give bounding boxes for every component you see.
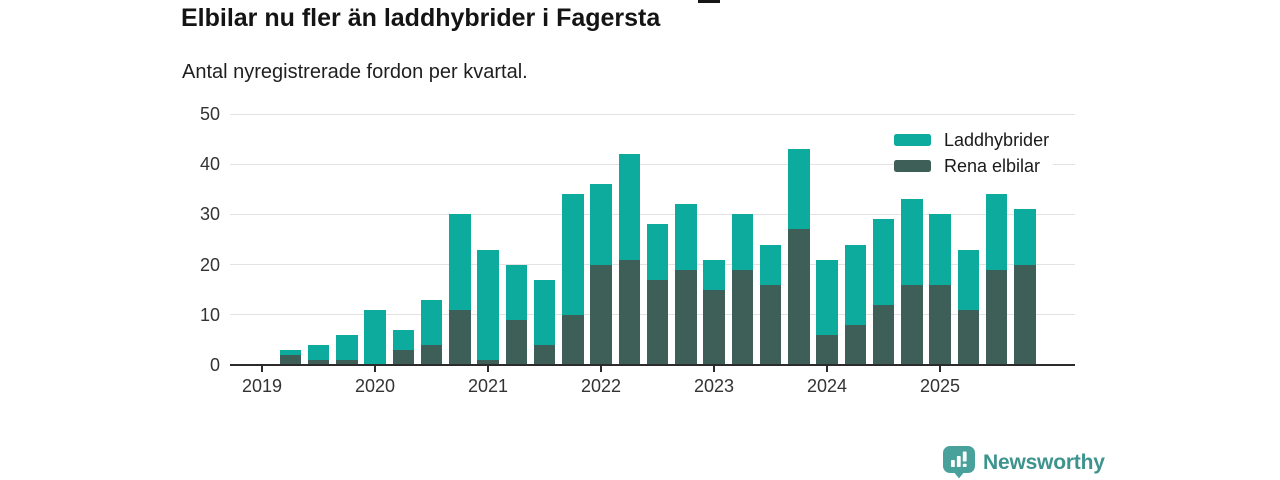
gridline [230,113,1075,115]
bar-segment-rena-elbilar [901,284,923,365]
x-tick-label: 2019 [241,376,283,396]
bar-segment-rena-elbilar [505,319,527,365]
bar-segment-laddhybrider [703,259,725,290]
bar-segment-laddhybrider [646,224,669,280]
x-axis-tick [826,366,828,372]
newsworthy-logo[interactable]: Newsworthy [943,446,1105,479]
bar-segment-rena-elbilar [533,344,556,365]
bar-segment-laddhybrider [929,214,951,285]
bar-segment-rena-elbilar [731,269,753,365]
bar-segment-rena-elbilar [844,324,866,365]
x-tick-label: 2022 [580,376,622,396]
legend-item-rena-elbilar: Rena elbilar [894,153,1054,179]
bar-segment-rena-elbilar [929,284,951,365]
cropped-edge-artifact [698,0,720,3]
bar-segment-laddhybrider [788,149,810,230]
bar-segment-rena-elbilar [562,314,584,365]
bar-segment-rena-elbilar [420,344,443,365]
x-tick-label: 2020 [354,376,396,396]
legend-item-laddhybrider: Laddhybrider [894,127,1054,153]
bar-segment-laddhybrider [590,184,612,265]
bar-segment-laddhybrider [844,244,866,325]
bar-segment-rena-elbilar [449,309,471,365]
bar-segment-rena-elbilar [788,229,810,365]
bar-segment-laddhybrider [505,264,527,320]
bar-segment-laddhybrider [364,309,386,365]
bar-segment-laddhybrider [901,199,923,285]
laddhybrider-swatch-icon [894,134,931,146]
x-axis-tick [261,366,263,372]
bar-segment-rena-elbilar [307,359,330,365]
gridline [230,163,1075,165]
bar-segment-laddhybrider [872,219,895,305]
brand-name: Newsworthy [983,450,1105,474]
x-axis-tick [487,366,489,372]
bar-segment-laddhybrider [392,329,414,350]
y-tick-label: 50 [199,104,220,124]
x-axis-line [230,364,1075,366]
bar-segment-rena-elbilar [675,269,697,365]
bar-segment-rena-elbilar [957,309,979,365]
plot-area: Laddhybrider Rena elbilar 0 10 20 30 40 50 201… [200,105,1075,396]
x-axis-tick [939,366,941,372]
bar-segment-laddhybrider [675,204,697,270]
y-tick-label: 20 [199,254,220,275]
bar-segment-rena-elbilar [1014,264,1036,365]
bar-segment-rena-elbilar [618,259,640,365]
x-axis-tick [600,366,602,372]
x-axis-tick [713,366,715,372]
bar-segment-rena-elbilar [590,264,612,365]
x-tick-label: 2021 [467,376,509,396]
bar-segment-laddhybrider [562,194,584,315]
legend-label: Rena elbilar [944,155,1041,176]
chart-subtitle: Antal nyregistrerade fordon per kvartal. [182,61,528,83]
bar-segment-laddhybrider [985,194,1008,270]
bar-segment-laddhybrider [307,344,330,360]
rena-elbilar-swatch-icon [894,160,931,172]
bar-segment-laddhybrider [420,299,443,345]
bar-segment-laddhybrider [336,334,358,360]
chart-title: Elbilar nu fler än laddhybrider i Fagers… [181,4,661,32]
bar-segment-laddhybrider [533,279,556,345]
bar-segment-rena-elbilar [646,279,669,365]
y-tick-label: 30 [199,204,220,225]
bar-segment-laddhybrider [279,349,301,355]
legend-label: Laddhybrider [944,129,1050,150]
x-tick-label: 2024 [806,376,848,396]
bar-segment-rena-elbilar [336,359,358,365]
gridline [230,213,1075,215]
bar-segment-laddhybrider [618,154,640,260]
bar-segment-laddhybrider [449,214,471,310]
y-tick-label: 10 [199,304,220,325]
legend: Laddhybrider Rena elbilar [894,127,1054,179]
y-tick-label: 0 [209,355,220,375]
bar-segment-laddhybrider [1014,209,1036,265]
y-tick-label: 40 [199,154,220,175]
bar-segment-laddhybrider [731,214,753,270]
bar-segment-rena-elbilar [279,354,301,365]
x-axis-tick [374,366,376,372]
bar-segment-laddhybrider [477,249,499,360]
bar-segment-rena-elbilar [392,349,414,365]
bar-segment-rena-elbilar [816,334,838,365]
bar-segment-laddhybrider [759,244,782,285]
bar-chart-pin-icon [943,446,975,479]
bar-segment-rena-elbilar [703,289,725,365]
bar-segment-laddhybrider [957,249,979,310]
x-tick-label: 2023 [693,376,735,396]
bar-segment-rena-elbilar [872,304,895,365]
bar-segment-laddhybrider [816,259,838,335]
bar-segment-rena-elbilar [477,359,499,365]
bar-segment-rena-elbilar [759,284,782,365]
x-tick-label: 2025 [919,376,961,396]
bar-segment-rena-elbilar [985,269,1008,365]
